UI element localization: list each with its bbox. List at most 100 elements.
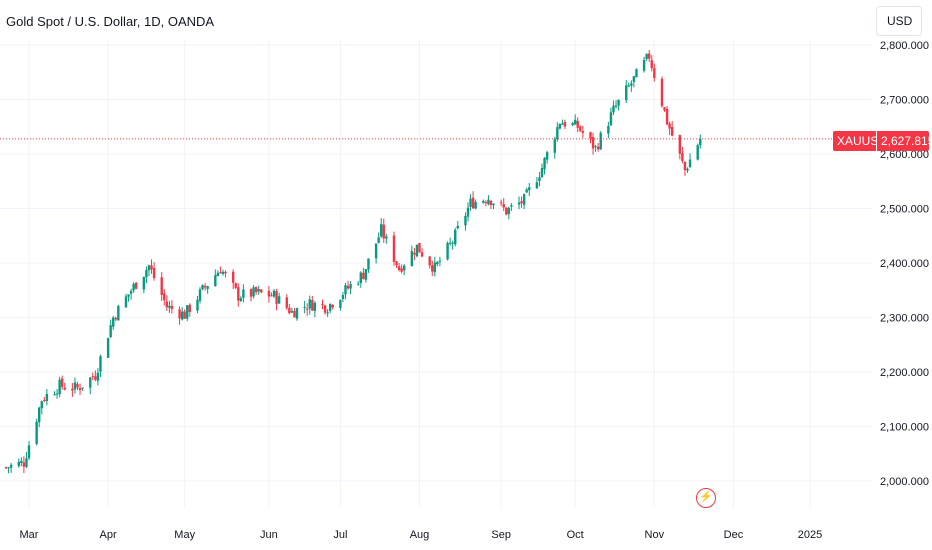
candle-body (221, 271, 225, 275)
candle (528, 182, 531, 197)
candle-body (242, 289, 245, 298)
time-axis[interactable]: Mar Apr May Jun Jul Aug Sep Oct Nov Dec 2025 (20, 529, 823, 541)
candle (540, 163, 544, 178)
candle (216, 270, 220, 277)
currency-button[interactable]: USD (876, 6, 922, 36)
candle (221, 269, 225, 276)
candle-body (91, 376, 95, 378)
candle-body (170, 305, 174, 309)
candle (648, 49, 651, 62)
candle (377, 232, 380, 244)
candle (89, 376, 92, 395)
candle-body (382, 224, 385, 239)
candle (285, 294, 288, 310)
candle (313, 300, 317, 318)
candle (267, 286, 271, 303)
candle (397, 262, 401, 272)
candle-body (188, 304, 191, 312)
candle-body (400, 268, 403, 272)
candle (4, 466, 8, 470)
x-tick-label: Jun (260, 529, 278, 541)
candle (431, 260, 434, 277)
candle (670, 121, 674, 137)
candle (109, 319, 112, 339)
y-tick-label: 2,500.000 (880, 204, 929, 216)
candle (293, 307, 296, 318)
candle (487, 195, 490, 206)
candle (341, 292, 345, 303)
candle (73, 377, 77, 394)
candle-body (308, 299, 311, 309)
candle (129, 288, 133, 300)
candle-body (224, 271, 227, 274)
candle (91, 372, 95, 381)
candle-body (270, 295, 273, 297)
y-tick-label: 2,100.000 (880, 422, 929, 434)
candle (188, 303, 191, 317)
candle (522, 193, 526, 210)
candle-body (231, 271, 235, 283)
candle (469, 194, 472, 211)
candle-body (40, 401, 43, 409)
candle-body (112, 317, 115, 327)
candle (650, 55, 653, 72)
candle-body (617, 99, 620, 106)
candle-body (89, 377, 92, 388)
candle (543, 157, 546, 175)
candle-body (418, 242, 421, 253)
candle (147, 264, 151, 277)
candle (25, 452, 28, 469)
candle-body (499, 202, 503, 204)
candle-body (81, 387, 84, 389)
candle (277, 292, 281, 304)
x-tick-label: 2025 (798, 529, 822, 541)
candle-body (456, 226, 459, 229)
candle-body (129, 290, 133, 294)
candle-body (545, 152, 549, 160)
candle-body (234, 283, 237, 288)
candle (410, 245, 414, 267)
candle (625, 79, 628, 104)
x-tick-label: Sep (491, 529, 511, 541)
candle-body (489, 200, 493, 206)
candle (553, 136, 556, 159)
candle-body (186, 305, 189, 319)
candle-body (152, 267, 156, 278)
candle-body (178, 309, 181, 319)
candle-body (466, 207, 470, 217)
candle (446, 241, 449, 261)
candle-body (359, 272, 362, 284)
candle-body (38, 407, 41, 423)
candle (127, 294, 130, 302)
candle-body (380, 224, 383, 237)
candle (288, 304, 291, 315)
candle-body (553, 139, 556, 153)
candle-body (614, 105, 618, 107)
candle-body (686, 168, 689, 171)
candle-body (198, 289, 202, 301)
candle-body (681, 152, 684, 161)
candle (163, 289, 166, 306)
candle (438, 256, 442, 267)
candle-body (678, 135, 682, 154)
candle-body (645, 53, 648, 60)
candle-body (535, 182, 539, 189)
candle (214, 269, 217, 287)
candle-body (670, 127, 674, 136)
candle (124, 293, 128, 308)
lightning-bolt-icon[interactable]: ⚡ (696, 488, 716, 508)
candle (596, 142, 600, 152)
candle-body (60, 378, 64, 387)
candle (563, 119, 567, 130)
candle (415, 244, 419, 258)
candle-body (249, 289, 253, 297)
candle-body (20, 460, 23, 463)
candle-body (117, 305, 120, 321)
candle (385, 233, 388, 244)
candle (607, 121, 610, 139)
candle-body (285, 297, 288, 308)
price-axis[interactable]: 2,000.000 2,100.000 2,200.000 2,300.000 2,40… (880, 40, 929, 488)
candle (196, 295, 199, 314)
candle-body (203, 285, 207, 288)
